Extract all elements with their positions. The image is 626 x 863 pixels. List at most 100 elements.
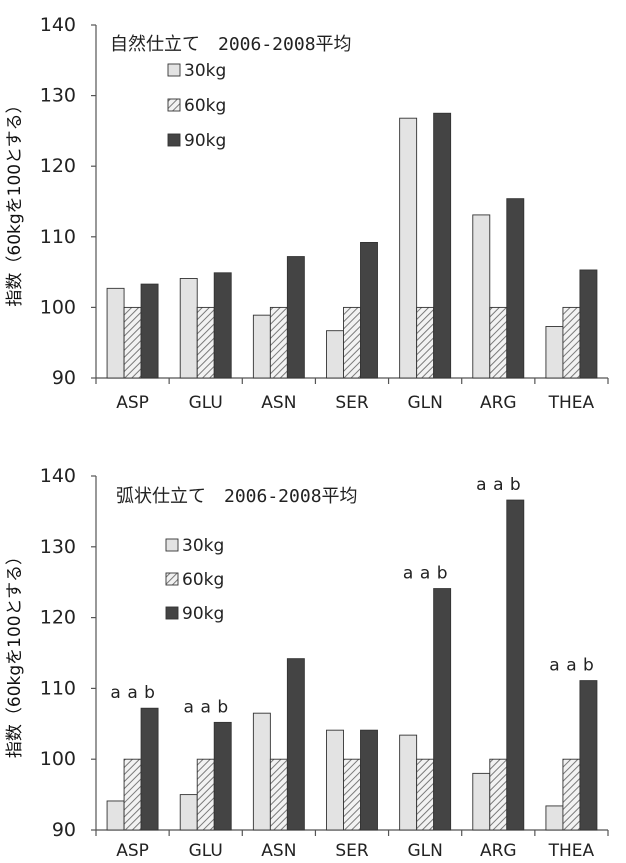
significance-label: b [144,683,155,703]
chart-2: 90 100 110 120 130 140 ASP GLU ASN SER GLN ARG THEA a… [5,465,609,861]
significance-label: a [184,697,194,717]
bar-60kg-SER [343,758,361,831]
bar-90kg-THEA [579,269,598,379]
legend-swatch-30kg [165,538,179,552]
y-tick-label: 100 [40,748,76,770]
legend-swatch-30kg [167,63,181,77]
significance-label: a [420,564,430,584]
y-tick-label: 90 [52,367,76,389]
x-tick-label: ASN [261,393,296,413]
x-tick-label: ASP [116,393,149,413]
legend-swatch-60kg [167,98,181,112]
significance-label: a [549,656,559,676]
y-tick-label: 120 [40,155,76,177]
y-tick-label: 130 [40,85,76,107]
bar-90kg-ASN [286,256,305,379]
bar-60kg-GLN [416,306,435,379]
legend-label: 30kg [184,61,226,81]
legend-label: 30kg [182,536,224,556]
chart-title: 自然仕立て 2006-2008平均 [110,34,352,55]
bar-90kg-THEA [579,680,598,831]
bar-60kg-GLU [196,306,215,379]
legend: 30kg 60kg 90kg [167,61,226,151]
x-tick-label: ASP [116,841,149,861]
x-tick-label: ARG [480,393,517,413]
bar-60kg-SER [343,306,361,379]
significance-label: b [583,656,594,676]
significance-label: a [127,683,137,703]
significance-label: b [217,697,228,717]
bar-90kg-GLU [213,721,232,831]
bar-30kg-ASN [252,712,271,831]
bar-90kg-GLN [433,588,452,831]
x-tick-label: SER [335,393,369,413]
legend-swatch-60kg [165,572,179,586]
bar-90kg-GLN [433,112,452,379]
x-tick-label: ASN [261,841,296,861]
legend-label: 90kg [184,131,226,151]
y-tick-label: 110 [40,226,76,248]
x-tick-label: THEA [548,841,595,861]
bar-60kg-ASN [269,758,288,831]
bar-30kg-THEA [545,326,564,379]
bar-90kg-ASN [286,658,305,831]
y-tick-label: 140 [40,14,76,36]
legend: 30kg 60kg 90kg [165,536,224,624]
bar-30kg-GLU [179,278,198,379]
bar-60kg-GLU [196,758,215,831]
bar-90kg-SER [360,241,378,379]
chart-title: 弧状仕立て 2006-2008平均 [116,486,358,507]
bar-30kg-GLN [399,734,418,831]
bar-60kg-ARG [489,758,508,831]
y-tick-label: 130 [40,536,76,558]
legend-label: 60kg [184,96,226,116]
significance-label: b [510,475,521,495]
y-tick-label: 110 [40,677,76,699]
bar-30kg-ARG [472,214,491,379]
x-tick-label: SER [335,841,369,861]
y-tick-label: 140 [40,465,76,487]
x-tick-label: GLU [189,393,223,413]
bar-60kg-ASP [123,758,142,831]
y-axis-label: 指数（60kgを100とする） [5,96,25,306]
bar-90kg-GLU [213,272,232,379]
legend-swatch-90kg [165,606,179,620]
bar-60kg-ASP [123,306,142,379]
x-tick-label: ARG [480,841,517,861]
bar-30kg-THEA [545,805,564,831]
bar-30kg-ASP [106,800,125,831]
significance-label: a [110,683,120,703]
significance-label: a [403,564,413,584]
significance-label: a [201,697,211,717]
bar-30kg-ASN [252,314,271,379]
bar-60kg-ASN [269,306,288,379]
chart-1: 90 100 110 120 130 140 ASP GLU ASN SER GLN ARG THEA 指… [5,14,609,413]
significance-label: a [493,475,503,495]
x-tick-label: GLN [407,393,442,413]
bar-30kg-ARG [472,772,491,831]
legend-label: 90kg [182,604,224,624]
bar-30kg-GLN [399,117,418,379]
x-tick-label: GLN [407,841,442,861]
significance-label: a [566,656,576,676]
bar-60kg-ARG [489,306,508,379]
bar-60kg-GLN [416,758,435,831]
x-tick-label: GLU [189,841,223,861]
legend-swatch-90kg [167,133,181,147]
bar-90kg-ASP [140,283,159,379]
bar-30kg-SER [326,729,344,831]
y-tick-label: 90 [52,819,76,841]
x-tick-label: THEA [548,393,595,413]
y-tick-label: 120 [40,607,76,629]
bar-30kg-GLU [179,794,198,831]
bar-90kg-ASP [140,707,159,831]
significance-label: b [437,564,448,584]
significance-label: a [476,475,486,495]
bar-90kg-ARG [506,499,525,831]
bar-30kg-ASP [106,287,125,379]
bar-30kg-SER [326,330,344,379]
legend-label: 60kg [182,570,224,590]
bar-60kg-THEA [562,306,581,379]
bar-90kg-ARG [506,198,525,379]
